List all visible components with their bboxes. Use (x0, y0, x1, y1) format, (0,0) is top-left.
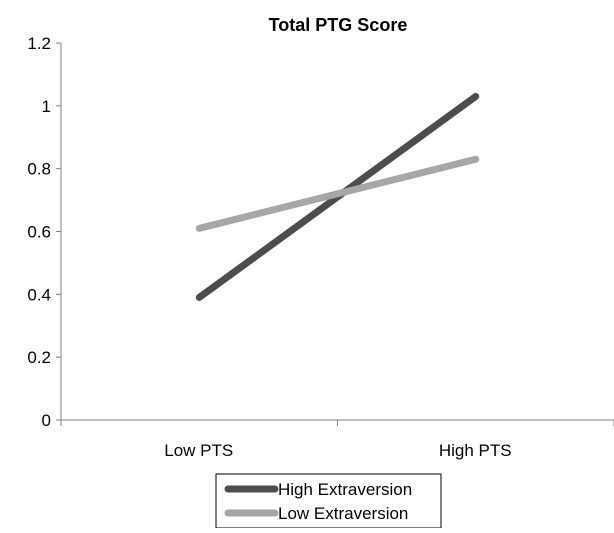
x-tick-label: High PTS (439, 441, 512, 460)
y-tick-label: 1 (42, 97, 51, 116)
y-tick-label: 0 (42, 411, 51, 430)
legend: High Extraversion Low Extraversion (215, 473, 442, 529)
series-line-low-extraversion (195, 155, 480, 232)
legend-label: Low Extraversion (278, 504, 408, 523)
x-tick-label: Low PTS (164, 441, 233, 460)
y-tick-label: 0.2 (27, 348, 51, 367)
y-axis: 0 0.2 0.4 0.6 0.8 1 1.2 (27, 34, 62, 430)
y-tick-label: 0.6 (27, 223, 51, 242)
chart-title: Total PTG Score (269, 15, 408, 35)
y-tick-label: 0.8 (27, 160, 51, 179)
legend-label: High Extraversion (278, 480, 412, 499)
series-layer (195, 92, 480, 301)
x-axis: Low PTS High PTS (60, 419, 614, 460)
legend-box (215, 473, 442, 529)
y-tick-label: 1.2 (27, 34, 51, 53)
y-tick-label: 0.4 (27, 285, 51, 304)
